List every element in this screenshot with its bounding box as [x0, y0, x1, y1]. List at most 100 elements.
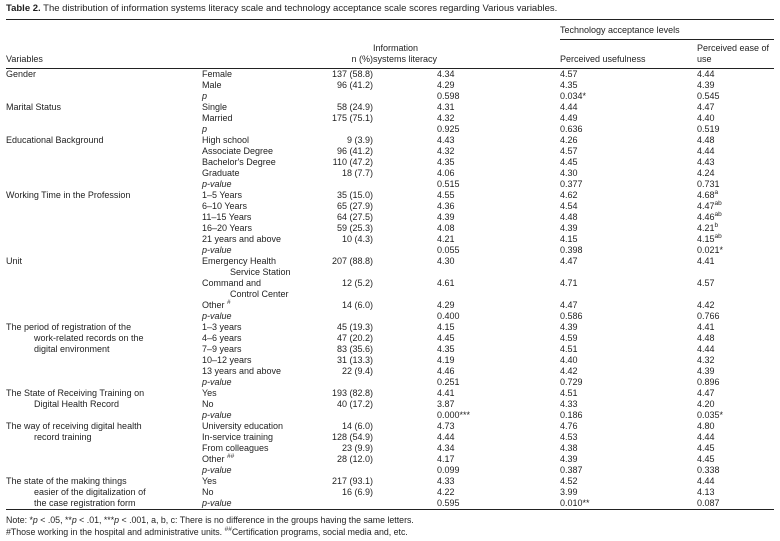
- perceived-ease-of-use-cell-text: 4.42: [697, 300, 715, 310]
- information-systems-literacy-cell-text: 4.19: [437, 355, 455, 365]
- n-percent-cell-text: 22 (9.4): [341, 366, 373, 376]
- information-systems-literacy-cell: 4.39: [373, 212, 550, 223]
- perceived-ease-of-use-cell-text: 4.44: [697, 476, 715, 486]
- category-cell: 21 years and above: [202, 234, 314, 245]
- perceived-usefulness-cell: 4.51: [550, 344, 687, 355]
- information-systems-literacy-cell: 4.46: [373, 366, 550, 377]
- perceived-ease-of-use-cell: 4.40: [687, 113, 774, 124]
- category-cell-text: 11–15 Years: [202, 212, 252, 222]
- information-systems-literacy-cell-text: 0.099: [437, 465, 460, 475]
- information-systems-literacy-cell-text: 4.44: [437, 432, 455, 442]
- note-segment: Note: *: [6, 515, 33, 525]
- information-systems-literacy-cell: 4.08: [373, 223, 550, 234]
- n-percent-cell: 65 (27.9): [314, 201, 373, 212]
- variable-cell-text: Marital Status: [6, 102, 62, 112]
- table-row: p-value 0.099 0.387 0.338: [6, 465, 774, 476]
- category-cell-text: 4–6 years: [202, 333, 242, 343]
- n-percent-cell: 23 (9.9): [314, 443, 373, 454]
- information-systems-literacy-cell: 0.251: [373, 377, 550, 388]
- perceived-ease-of-use-cell-text: 4.32: [697, 355, 715, 365]
- perceived-usefulness-cell: 4.47: [550, 300, 687, 311]
- perceived-ease-of-use-cell: 0.087: [687, 498, 774, 510]
- information-systems-literacy-cell-text: 0.000***: [437, 410, 471, 420]
- information-systems-literacy-cell-text: 4.29: [437, 300, 455, 310]
- table-row: Graduate 18 (7.7) 4.06 4.30 4.24: [6, 168, 774, 179]
- variable-cell: The State of Receiving Training on Digit…: [6, 388, 202, 421]
- category-cell-text: p-value: [202, 465, 232, 475]
- n-percent-cell: [314, 377, 373, 388]
- table-row: Married 175 (75.1) 4.32 4.49 4.40: [6, 113, 774, 124]
- n-percent-cell-text: 9 (3.9): [346, 135, 373, 145]
- category-cell: 1–3 years: [202, 322, 314, 333]
- perceived-ease-of-use-cell-text: 4.80: [697, 421, 715, 431]
- n-percent-cell: 35 (15.0): [314, 190, 373, 201]
- variable-cell: Gender: [6, 69, 202, 103]
- perceived-ease-of-use-cell-text: 0.087: [697, 498, 720, 508]
- perceived-ease-of-use-cell: 4.57: [687, 278, 774, 300]
- perceived-usefulness-cell: 0.586: [550, 311, 687, 322]
- perceived-usefulness-cell: 4.59: [550, 333, 687, 344]
- information-systems-literacy-cell: 0.000***: [373, 410, 550, 421]
- information-systems-literacy-cell: 4.29: [373, 300, 550, 311]
- category-cell: Married: [202, 113, 314, 124]
- information-systems-literacy-cell-text: 4.61: [437, 278, 455, 288]
- perceived-ease-of-use-cell-text: 4.44: [697, 69, 715, 79]
- perceived-ease-of-use-cell: 0.896: [687, 377, 774, 388]
- n-percent-cell: [314, 498, 373, 510]
- information-systems-literacy-cell: 0.400: [373, 311, 550, 322]
- perceived-usefulness-cell-text: 4.38: [560, 443, 578, 453]
- perceived-ease-of-use-cell-text: 4.48: [697, 135, 715, 145]
- variable-cell: Unit: [6, 256, 202, 322]
- table-row: From colleagues 23 (9.9) 4.34 4.38 4.45: [6, 443, 774, 454]
- table-row: 16–20 Years 59 (25.3) 4.08 4.39 4.21b: [6, 222, 774, 234]
- n-percent-cell-text: 64 (27.5): [336, 212, 373, 222]
- perceived-usefulness-cell: 4.38: [550, 443, 687, 454]
- variable-cell: Marital Status: [6, 102, 202, 135]
- n-percent-cell: 14 (6.0): [314, 300, 373, 311]
- perceived-usefulness-cell-text: 4.42: [560, 366, 578, 376]
- n-percent-cell: 14 (6.0): [314, 421, 373, 432]
- perceived-usefulness-cell-text: 0.729: [560, 377, 583, 387]
- information-systems-literacy-cell: 4.55: [373, 190, 550, 201]
- note-segment: < .05, **: [37, 515, 72, 525]
- category-cell-text: p: [202, 91, 208, 101]
- perceived-usefulness-cell: 4.71: [550, 278, 687, 300]
- n-percent-cell-text: 23 (9.9): [341, 443, 373, 453]
- perceived-ease-of-use-cell: 4.44: [687, 476, 774, 487]
- note-segment: #Those working in the hospital and admin…: [6, 526, 225, 537]
- information-systems-literacy-cell-text: 4.17: [437, 454, 455, 464]
- category-cell-text: 10–12 years: [202, 355, 252, 365]
- note-segment: p: [71, 515, 77, 525]
- information-systems-literacy-cell-text: 4.45: [437, 333, 455, 343]
- category-cell: Male: [202, 80, 314, 91]
- table-row: The way of receiving digital health reco…: [6, 421, 774, 442]
- information-systems-literacy-cell: 4.41: [373, 388, 550, 399]
- information-systems-literacy-cell-text: 4.46: [437, 366, 455, 376]
- n-percent-cell: 12 (5.2): [314, 278, 373, 300]
- category-cell: Command and Control Center: [202, 278, 314, 300]
- n-percent-cell: 47 (20.2): [314, 333, 373, 344]
- variable-cell-text: Educational Background: [6, 135, 104, 145]
- perceived-usefulness-cell: 0.010**: [550, 498, 687, 510]
- note-segment: ##: [224, 525, 232, 533]
- n-percent-cell-text: 14 (6.0): [341, 300, 373, 310]
- perceived-ease-of-use-cell: 4.43: [687, 157, 774, 168]
- perceived-ease-of-use-cell: 0.766: [687, 311, 774, 322]
- category-cell-text: Emergency Health Service Station: [202, 256, 291, 277]
- category-cell-text: Yes: [202, 476, 217, 486]
- note-line-1: Note: *p < .05, **p < .01, ***p < .001, …: [6, 515, 774, 527]
- category-cell-text: 21 years and above: [202, 234, 282, 244]
- perceived-ease-of-use-cell-text: 4.45: [697, 454, 715, 464]
- category-cell-text: p: [202, 124, 208, 134]
- category-cell: p-value: [202, 410, 314, 421]
- variable-cell-text: Unit: [6, 256, 23, 266]
- perceived-usefulness-cell-text: 0.377: [560, 179, 583, 189]
- perceived-ease-of-use-cell-text: 4.44: [697, 432, 715, 442]
- information-systems-literacy-cell-text: 0.925: [437, 124, 460, 134]
- information-systems-literacy-cell-text: 4.39: [437, 212, 455, 222]
- perceived-ease-of-use-cell: 4.13: [687, 487, 774, 498]
- category-cell-text: 1–5 Years: [202, 190, 243, 200]
- category-cell: No: [202, 487, 314, 498]
- information-systems-literacy-cell: 4.33: [373, 476, 550, 487]
- category-cell: From colleagues: [202, 443, 314, 454]
